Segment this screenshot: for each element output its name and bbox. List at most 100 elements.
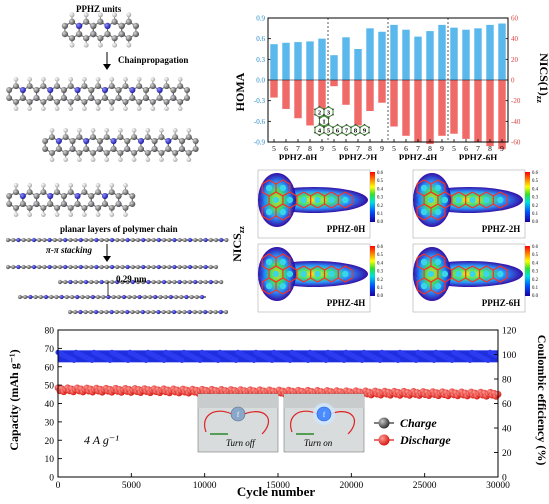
homa-bar [438,24,446,80]
inset-ring-label: 9 [363,127,367,134]
nics-tick-label: -60 [511,139,521,147]
group-labels: PPHZ-0H PPHZ-2H PPHZ-4H PPHZ-6H [279,153,498,163]
nics-bar [306,80,314,126]
cycling-legend: Charge Discharge [374,416,451,447]
colorbar-tick: 0.5 [377,253,384,258]
inset-ring-label: 2 [318,109,321,116]
cycling-ticks: 0 5000 10000 15000 20000 25000 300000102030405… [45,327,517,492]
ring-tick-label: 7 [416,144,420,153]
nics-tick-label: -20 [511,97,521,105]
homa-bar [390,24,398,80]
colorbar-tick: 0.1 [532,212,539,217]
homa-tick-label: -0.6 [254,118,266,126]
efficiency-tick-label: 20 [502,449,512,459]
nics-tick-label: 60 [511,15,519,23]
homa-bar [306,41,314,80]
homa-nics-panel: HOMA NICS(1)zz 0.9 0.6 0.3 0.0 -0.3 -0.6 -0.9 … [228,0,549,164]
polymer-model-1 [6,77,191,111]
homa-bar [378,31,386,80]
inset-ring-label: 8 [354,127,358,134]
efficiency-point [485,357,491,363]
colorbar-tick: 0.2 [532,204,539,209]
homa-bar [486,24,494,80]
capacity-tick-label: 20 [45,437,55,447]
efficiency-point [179,357,185,363]
colorbar-tick: 0.4 [532,187,539,192]
efficiency-point [215,357,221,363]
x-tick-label: 10000 [193,481,217,491]
stack-layer-3 [57,279,224,285]
homa-bar [426,31,434,80]
nics-map: 0.6 0.5 0.4 0.3 0.2 0.1 0.0 PPHZ-0H [257,169,384,239]
efficiency-point [305,357,311,363]
legend-discharge-label: Discharge [399,433,451,447]
nics-tick-label: -40 [511,118,521,126]
efficiency-point [359,357,365,363]
nics-maps-svg: NICSzz 0.60.50.40.30.20.10.0PPHZ-0H0.60.… [230,169,539,313]
homa-bars [270,23,506,81]
efficiency-point [89,357,95,363]
units-label: PPHZ units [76,4,122,14]
ring-tick-label: 5 [272,144,276,153]
efficiency-point [377,357,383,363]
nics-bar [354,80,362,126]
efficiency-point [449,357,455,363]
ring-tick-label: 6 [404,144,408,153]
homa-tick-label: 0.3 [256,56,265,64]
ring-tick-label: 7 [296,144,300,153]
stack-layer-2 [5,264,219,270]
homa-chart-svg: HOMA NICS(1)zz 0.90.60.30.0-0.3-0.6-0.9 … [233,15,549,164]
efficiency-tick-label: 80 [502,376,512,386]
ring-tick-label: 8 [308,144,312,153]
turn-on-label: Turn on [304,438,333,448]
efficiency-point [467,357,473,363]
homa-tick-label: 0.9 [256,15,265,23]
legend-discharge-marker [378,434,390,446]
group-label: PPHZ-0H [279,153,318,160]
efficiency-series [55,349,499,363]
inset-ring-label: 7 [345,127,349,134]
ring-numbering-inset: 12 3 4 5 6 7 8 9 [314,105,370,137]
efficiency-point [431,357,437,363]
inset-ring-label: 1 [322,118,325,125]
cycling-chart-svg: Capacity (mAh g⁻¹) Coulombic efficiency … [7,327,549,500]
ring-tick-label: 7 [476,144,480,153]
capacity-tick-label: 0 [49,474,54,484]
ring-tick-label: 5 [392,144,396,153]
ring-tick-label: 9 [320,144,324,153]
capacity-tick-label: 60 [45,363,55,373]
x-tick-label: 5000 [122,481,141,491]
inset-ring-label: 5 [327,127,331,134]
ring-tick-label: 9 [500,144,504,153]
distance-label: 0.29 nm [116,274,147,284]
nics-bar [438,80,446,136]
nics-bar [474,80,482,142]
ring-tick-label: 7 [356,144,360,153]
efficiency-point [233,357,239,363]
nics-bar [426,80,434,145]
monomer-model [61,12,140,48]
photo-turn-off: f Turn off [197,393,279,453]
ring-tick-label: 6 [344,144,348,153]
efficiency-point [197,357,203,363]
colorbar-tick: 0.4 [377,187,384,192]
colorbar-tick: 0.3 [532,270,539,275]
nics-bar [498,80,506,150]
efficiency-tick-label: 100 [502,351,517,361]
nics-bar [342,80,350,105]
efficiency-tick-label: 0 [502,474,507,484]
x-tick-label: 25000 [413,481,437,491]
nics-map-grid: 0.6 0.5 0.4 0.3 0.2 0.1 0.0 PPHZ-0H 0.6 0.5 0.4 0.3… [257,169,539,313]
homa-tick-label: -0.9 [254,139,266,147]
colorbar-tick: 0.2 [377,278,384,283]
homa-axis-title: HOMA [233,72,247,111]
colorbar-tick: 0.1 [532,286,539,291]
efficiency-tick-label: 60 [502,400,512,410]
colorbar-tick: 0.0 [532,294,539,299]
colorbar-tick: 0.0 [377,294,384,299]
arrow-2-head [103,256,111,262]
homa-tick-label: -0.3 [254,97,266,105]
capacity-tick-label: 40 [45,400,55,410]
homa-bar [282,42,290,80]
efficiency-point [395,357,401,363]
